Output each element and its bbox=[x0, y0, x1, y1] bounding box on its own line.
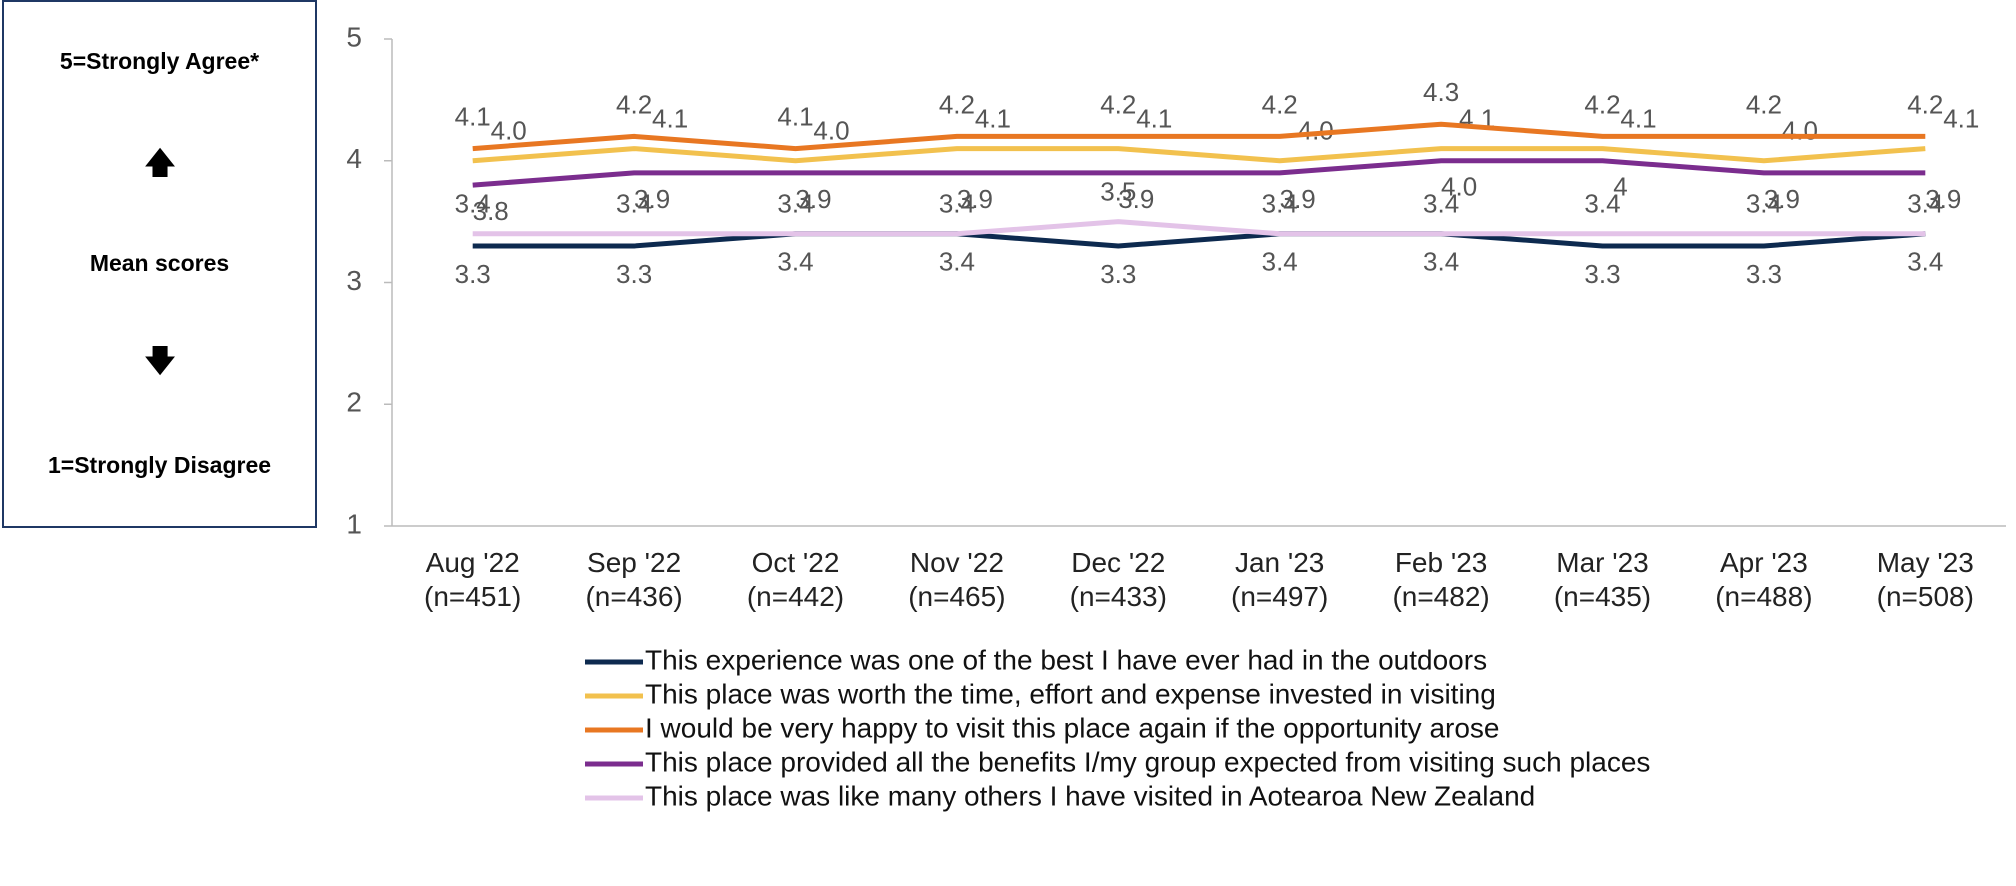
data-label: 3.3 bbox=[616, 259, 652, 289]
data-label: 4.1 bbox=[652, 103, 688, 133]
x-tick-label: Oct '22 (n=442) bbox=[746, 547, 845, 612]
data-label: 3.3 bbox=[455, 259, 491, 289]
data-label: 3.9 bbox=[1280, 184, 1316, 214]
data-label: 3.4 bbox=[455, 189, 491, 219]
y-tick-label: 5 bbox=[346, 21, 362, 52]
data-label: 4.1 bbox=[975, 103, 1011, 133]
data-label: 4.2 bbox=[616, 89, 652, 119]
data-label: 3.9 bbox=[634, 184, 670, 214]
data-label: 3.9 bbox=[795, 184, 831, 214]
data-label: 3.4 bbox=[1907, 189, 1943, 219]
side-top: 5=Strongly Agree* bbox=[59, 48, 260, 74]
arrow-up: 🡅 bbox=[145, 147, 176, 180]
legend-label: This place provided all the benefits I/m… bbox=[645, 746, 1650, 777]
x-tick-label: Sep '22 (n=436) bbox=[585, 547, 683, 612]
data-label: 4.2 bbox=[1907, 89, 1943, 119]
legend-label: This experience was one of the best I ha… bbox=[645, 644, 1487, 675]
legend-label: This place was like many others I have v… bbox=[645, 780, 1535, 811]
x-tick-label: May '23 (n=508) bbox=[1876, 547, 1974, 612]
x-tick-label: Dec '22 (n=433) bbox=[1069, 547, 1167, 612]
data-label: 3.8 bbox=[473, 196, 509, 226]
data-label: 4.0 bbox=[491, 116, 527, 146]
data-label: 3.3 bbox=[1100, 259, 1136, 289]
data-label: 3.4 bbox=[939, 247, 975, 277]
legend-label: This place was worth the time, effort an… bbox=[645, 678, 1496, 709]
data-label: 4.2 bbox=[1262, 89, 1298, 119]
data-label: 3.4 bbox=[777, 189, 813, 219]
y-tick-label: 4 bbox=[346, 143, 362, 174]
x-tick-label: Nov '22 (n=465) bbox=[908, 547, 1006, 612]
data-label: 3.4 bbox=[777, 247, 813, 277]
data-label: 4.2 bbox=[939, 89, 975, 119]
data-label: 3.4 bbox=[616, 189, 652, 219]
data-label: 4 bbox=[1613, 172, 1627, 202]
data-label: 4.1 bbox=[1620, 103, 1656, 133]
side-middle: Mean scores bbox=[89, 250, 230, 276]
y-tick-label: 3 bbox=[346, 265, 362, 296]
data-label: 3.5 bbox=[1100, 177, 1136, 207]
data-label: 3.4 bbox=[1423, 189, 1459, 219]
data-label: 3.4 bbox=[1584, 189, 1620, 219]
y-tick-label: 1 bbox=[346, 508, 362, 539]
series-line bbox=[472, 146, 1926, 164]
data-label: 4.1 bbox=[1943, 103, 1979, 133]
data-label: 4.2 bbox=[1100, 89, 1136, 119]
series-line bbox=[472, 231, 1926, 249]
x-tick-label: Mar '23 (n=435) bbox=[1553, 547, 1652, 612]
data-label: 3.9 bbox=[1118, 184, 1154, 214]
data-label: 3.9 bbox=[1764, 184, 1800, 214]
x-tick-label: Apr '23 (n=488) bbox=[1715, 547, 1813, 612]
series-line bbox=[472, 121, 1926, 152]
data-label: 3.3 bbox=[1584, 259, 1620, 289]
y-tick-label: 2 bbox=[346, 387, 362, 418]
data-label: 4.0 bbox=[1782, 116, 1818, 146]
side-bottom: 1=Strongly Disagree bbox=[47, 452, 272, 478]
data-label: 4.1 bbox=[777, 101, 813, 131]
side-box bbox=[2, 0, 317, 528]
series-line bbox=[472, 158, 1926, 188]
x-tick-label: Jan '23 (n=497) bbox=[1231, 547, 1329, 612]
data-label: 3.4 bbox=[1907, 247, 1943, 277]
data-label: 3.4 bbox=[1262, 189, 1298, 219]
data-label: 3.3 bbox=[1746, 259, 1782, 289]
data-label: 3.9 bbox=[957, 184, 993, 214]
series-line bbox=[472, 219, 1926, 237]
data-label: 3.9 bbox=[1925, 184, 1961, 214]
data-label: 3.4 bbox=[1423, 247, 1459, 277]
arrow-down: 🡇 bbox=[145, 345, 176, 378]
data-label: 4.2 bbox=[1584, 89, 1620, 119]
data-label: 3.4 bbox=[939, 189, 975, 219]
x-tick-label: Feb '23 (n=482) bbox=[1392, 547, 1490, 612]
data-label: 3.4 bbox=[1746, 189, 1782, 219]
data-label: 4.2 bbox=[1746, 89, 1782, 119]
data-label: 4.1 bbox=[1136, 103, 1172, 133]
data-label: 3.4 bbox=[1262, 247, 1298, 277]
data-label: 4.3 bbox=[1423, 77, 1459, 107]
legend-label: I would be very happy to visit this plac… bbox=[645, 712, 1500, 743]
data-label: 4.0 bbox=[1441, 172, 1477, 202]
data-label: 4.0 bbox=[813, 116, 849, 146]
data-label: 4.1 bbox=[455, 101, 491, 131]
x-tick-label: Aug '22 (n=451) bbox=[424, 547, 522, 612]
